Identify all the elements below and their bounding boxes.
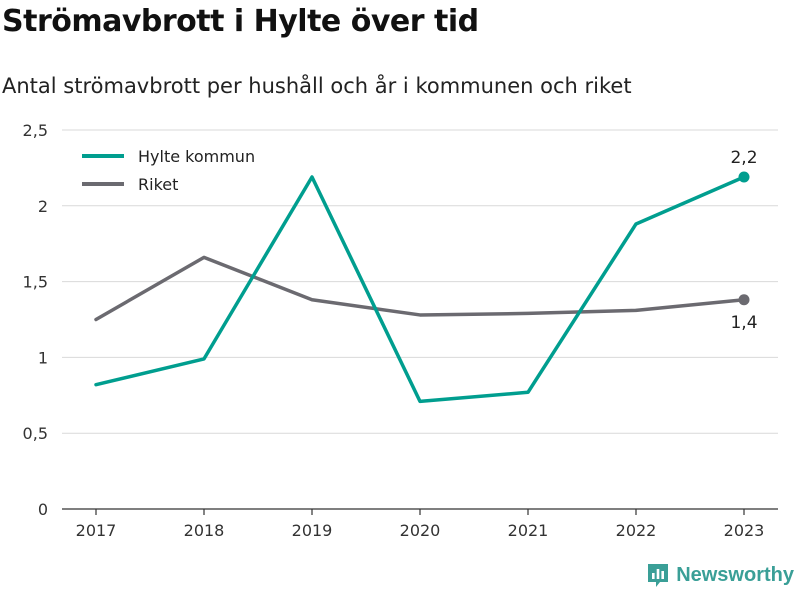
- end-value-label: 2,2: [730, 148, 757, 168]
- chart-subtitle: Antal strömavbrott per hushåll och år i …: [2, 74, 632, 98]
- y-tick-label: 1,5: [23, 273, 48, 292]
- y-tick-label: 0: [38, 500, 48, 519]
- end-point-hylte: [738, 171, 750, 183]
- x-tick-label: 2020: [400, 521, 441, 540]
- x-tick-label: 2023: [724, 521, 765, 540]
- y-tick-label: 2: [38, 197, 48, 216]
- legend-label: Riket: [138, 175, 178, 194]
- x-tick-label: 2018: [184, 521, 225, 540]
- x-tick-label: 2019: [292, 521, 333, 540]
- y-tick-label: 0,5: [23, 424, 48, 443]
- chart-title: Strömavbrott i Hylte över tid: [2, 4, 479, 39]
- newsworthy-logo: Newsworthy: [646, 562, 794, 588]
- x-tick-label: 2021: [508, 521, 549, 540]
- end-point-riket: [738, 294, 750, 306]
- y-tick-label: 1: [38, 348, 48, 367]
- brand-name: Newsworthy: [676, 563, 794, 586]
- x-tick-label: 2022: [616, 521, 657, 540]
- x-tick-label: 2017: [76, 521, 117, 540]
- legend-label: Hylte kommun: [138, 147, 255, 166]
- y-tick-label: 2,5: [23, 121, 48, 140]
- series-line-riket: [94, 255, 746, 322]
- end-value-label: 1,4: [730, 313, 757, 333]
- series-line-hylte: [94, 175, 746, 404]
- bar-chart-icon: [648, 564, 669, 587]
